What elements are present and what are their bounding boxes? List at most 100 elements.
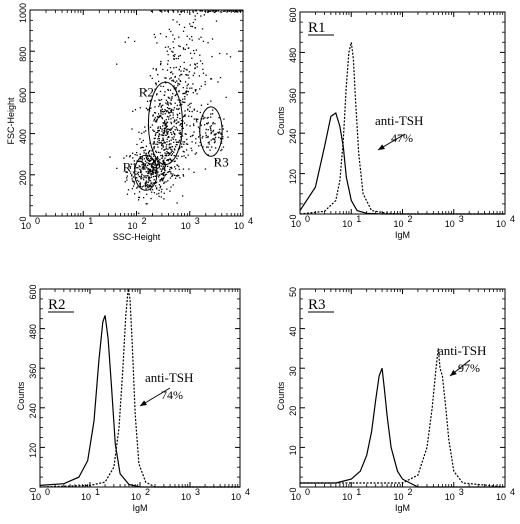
- scatter-point: [167, 159, 169, 161]
- scatter-point: [183, 61, 185, 64]
- scatter-point: [210, 129, 212, 131]
- scatter-point: [175, 139, 177, 141]
- scatter-point: [192, 123, 195, 125]
- scatter-point: [169, 78, 171, 80]
- scatter-point: [210, 131, 212, 134]
- scatter-point: [172, 184, 174, 186]
- scatter-point: [219, 76, 222, 79]
- scatter-point: [185, 90, 188, 92]
- scatter-point: [129, 155, 131, 157]
- scatter-point: [182, 175, 185, 177]
- scatter-point: [202, 118, 204, 120]
- scatter-point: [134, 154, 136, 156]
- scatter-point: [209, 127, 212, 129]
- y-tick-label: 30: [288, 366, 298, 376]
- scatter-point: [162, 165, 165, 167]
- scatter-point: [162, 162, 165, 164]
- scatter-point: [139, 138, 141, 140]
- scatter-point: [143, 165, 145, 167]
- scatter-point: [242, 10, 244, 12]
- scatter-point: [145, 203, 147, 205]
- scatter-point: [132, 157, 134, 159]
- annotation-arrowhead: [140, 400, 147, 406]
- scatter-point: [145, 153, 147, 155]
- scatter-point: [162, 113, 164, 115]
- scatter-point: [171, 97, 173, 100]
- annotation-arrowhead: [378, 144, 385, 150]
- scatter-point: [162, 161, 165, 163]
- scatter-point: [173, 107, 176, 109]
- scatter-point: [171, 127, 174, 129]
- scatter-point: [176, 175, 178, 177]
- scatter-point: [152, 153, 155, 155]
- scatter-point: [180, 122, 182, 125]
- scatter-point: [162, 122, 164, 124]
- scatter-point: [165, 148, 167, 150]
- scatter-point: [165, 122, 168, 124]
- scatter-point: [155, 119, 157, 121]
- scatter-point: [207, 103, 209, 105]
- scatter-point: [154, 175, 157, 177]
- x-tick-label: 10: [342, 492, 352, 502]
- scatter-point: [140, 175, 142, 177]
- scatter-point: [176, 157, 178, 160]
- scatter-point: [153, 171, 155, 173]
- scatter-point: [146, 109, 149, 111]
- scatter-point: [170, 160, 173, 162]
- scatter-point: [165, 130, 168, 132]
- scatter-point: [161, 142, 164, 145]
- scatter-point: [143, 162, 145, 165]
- scatter-point: [167, 152, 169, 154]
- x-tick-label: 10: [81, 492, 91, 502]
- y-tick-label: 600: [28, 284, 38, 299]
- scatter-point: [214, 123, 216, 125]
- scatter-point: [158, 133, 160, 135]
- scatter-point: [158, 139, 160, 142]
- scatter-point: [174, 94, 176, 97]
- scatter-point: [178, 112, 181, 114]
- scatter-point: [150, 176, 153, 178]
- scatter-point: [174, 81, 177, 83]
- scatter-point: [159, 142, 161, 144]
- gate-label-r1: R1: [123, 160, 138, 175]
- scatter-point: [180, 11, 182, 13]
- scatter-point: [198, 75, 201, 77]
- scatter-point: [146, 157, 148, 159]
- scatter-point: [195, 118, 197, 120]
- scatter-point: [195, 49, 198, 51]
- annotation-percent: 47%: [391, 131, 413, 145]
- scatter-point: [151, 191, 153, 193]
- scatter-point: [165, 110, 168, 113]
- scatter-point: [171, 150, 173, 152]
- scatter-point: [146, 100, 149, 103]
- scatter-point: [142, 177, 144, 179]
- scatter-point: [166, 115, 169, 118]
- scatter-point: [163, 132, 165, 134]
- scatter-point: [162, 145, 164, 147]
- scatter-point: [158, 115, 161, 118]
- scatter-point: [147, 168, 150, 170]
- scatter-point: [200, 15, 202, 17]
- scatter-point: [183, 70, 185, 72]
- scatter-point: [200, 36, 202, 38]
- scatter-point: [153, 192, 156, 194]
- scatter-point: [235, 10, 237, 12]
- scatter-point: [124, 181, 126, 183]
- scatter-point: [152, 169, 155, 171]
- scatter-point: [201, 137, 203, 139]
- scatter-point: [153, 118, 156, 121]
- scatter-point: [182, 30, 185, 32]
- scatter-point: [116, 167, 118, 170]
- scatter-point: [166, 138, 168, 140]
- scatter-point: [154, 157, 157, 159]
- scatter-point: [219, 11, 222, 13]
- scatter-point: [142, 139, 144, 142]
- scatter-point: [140, 170, 142, 172]
- scatter-point: [173, 55, 175, 58]
- scatter-point: [167, 130, 169, 133]
- scatter-point: [125, 155, 128, 157]
- scatter-point: [137, 171, 140, 173]
- scatter-point: [160, 115, 162, 117]
- scatter-point: [144, 183, 147, 185]
- scatter-point: [178, 139, 181, 142]
